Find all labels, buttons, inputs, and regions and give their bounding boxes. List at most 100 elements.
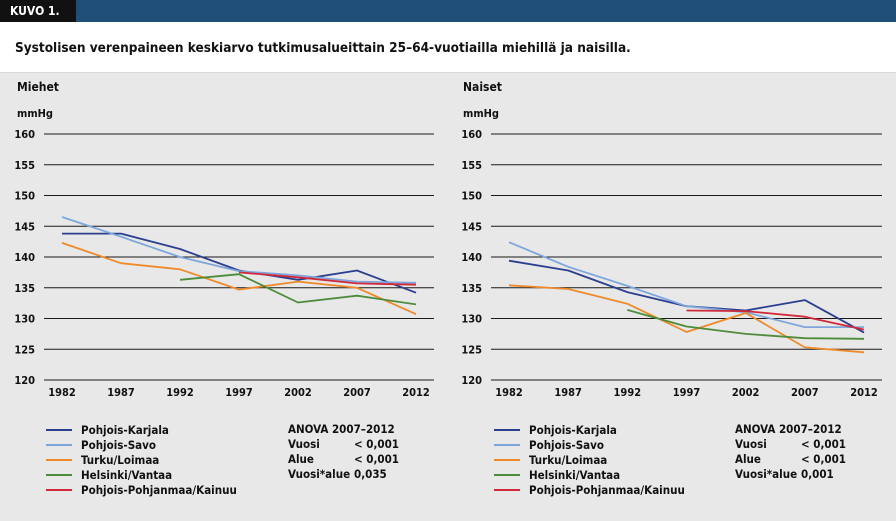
legend-label: Pohjois-Karjala [529, 422, 617, 437]
anova-value: < 0,001 [801, 452, 846, 466]
y-tick-label: 135 [14, 282, 35, 295]
anova-value: 0,001 [801, 467, 834, 481]
legend-miehet: Pohjois-Karjala Pohjois-Savo Turku/Loima… [46, 422, 237, 497]
y-tick-label: 120 [14, 374, 35, 387]
anova-row: Vuosi < 0,001 [735, 437, 846, 452]
legend-label: Helsinki/Vantaa [529, 467, 621, 482]
anova-row: Vuosi*alue 0,001 [735, 467, 846, 482]
legend-label: Turku/Loimaa [529, 452, 608, 467]
x-tick-label: 2007 [791, 386, 819, 399]
y-tick-label: 145 [461, 220, 482, 233]
series-line-pohjois-savo [61, 216, 417, 284]
series-line-helsinki-vantaa [627, 309, 865, 340]
legend-label: Helsinki/Vantaa [81, 467, 173, 482]
x-tick-label: 2002 [284, 386, 312, 399]
anova-table-miehet: ANOVA 2007–2012 Vuosi < 0,001 Alue < 0,001… [288, 422, 399, 482]
y-tick-label: 155 [461, 159, 482, 172]
chart-naiset: 120 125 130 135 140 145 150 155 160 1982 1987 1992 1… [461, 128, 882, 399]
series-line-pohjois-savo [508, 241, 864, 328]
legend-swatch [46, 458, 72, 461]
anova-value: < 0,001 [354, 437, 399, 451]
y-tick-label: 135 [461, 282, 482, 295]
anova-label: Vuosi*alue [288, 467, 351, 481]
y-tick-label: 125 [461, 343, 482, 356]
figure-tag: KUVO 1. [0, 0, 76, 22]
legend-swatch [46, 428, 72, 431]
y-tick-label: 130 [461, 313, 482, 326]
legend-item-helsinki-vantaa: Helsinki/Vantaa [46, 467, 237, 482]
legend-item-pohjois-karjala: Pohjois-Karjala [46, 422, 237, 437]
anova-value: < 0,001 [354, 452, 399, 466]
legend-swatch [494, 443, 520, 446]
anova-row: Vuosi < 0,001 [288, 437, 399, 452]
y-tick-label: 160 [461, 128, 482, 141]
legend-label: Turku/Loimaa [81, 452, 160, 467]
x-tick-label: 1987 [554, 386, 582, 399]
x-tick-label: 1992 [614, 386, 642, 399]
legend-item-pohjois-pohjanmaa-kainuu: Pohjois-Pohjanmaa/Kainuu [494, 482, 685, 497]
legend-swatch [46, 443, 72, 446]
legend-swatch [494, 473, 520, 476]
legend-item-pohjois-savo: Pohjois-Savo [494, 437, 685, 452]
x-tick-label: 2007 [343, 386, 371, 399]
anova-label: Vuosi [288, 437, 320, 451]
legend-item-pohjois-pohjanmaa-kainuu: Pohjois-Pohjanmaa/Kainuu [46, 482, 237, 497]
x-tick-label: 1982 [495, 386, 523, 399]
series-line-pohjois-pohjanmaa-kainuu [686, 309, 865, 331]
anova-label: Alue [288, 452, 314, 466]
series-line-turku-loimaa [508, 284, 865, 354]
legend-label: Pohjois-Pohjanmaa/Kainuu [529, 482, 685, 497]
anova-title: ANOVA 2007–2012 [735, 422, 842, 436]
y-tick-label: 140 [461, 251, 482, 264]
chart-miehet: 120 125 130 135 140 145 150 155 160 1982 1987 1992 1… [14, 128, 434, 399]
legend-label: Pohjois-Pohjanmaa/Kainuu [81, 482, 237, 497]
anova-label: Vuosi*alue [735, 467, 798, 481]
legend-item-pohjois-savo: Pohjois-Savo [46, 437, 237, 452]
legend-naiset: Pohjois-Karjala Pohjois-Savo Turku/Loima… [494, 422, 685, 497]
series-line-pohjois-pohjanmaa-kainuu [238, 271, 417, 286]
anova-row: Alue < 0,001 [288, 452, 399, 467]
legend-item-turku-loimaa: Turku/Loimaa [494, 452, 685, 467]
x-tick-label: 1997 [225, 386, 253, 399]
header-bar [0, 0, 896, 22]
y-tick-label: 145 [14, 220, 35, 233]
x-tick-label: 2002 [732, 386, 760, 399]
panel-title-naiset: Naiset [463, 80, 502, 94]
series-line-helsinki-vantaa [179, 273, 417, 306]
y-tick-label: 155 [14, 159, 35, 172]
legend-item-turku-loimaa: Turku/Loimaa [46, 452, 237, 467]
y-tick-label: 140 [14, 251, 35, 264]
legend-label: Pohjois-Savo [81, 437, 156, 452]
y-unit-miehet: mmHg [17, 107, 53, 120]
legend-label: Pohjois-Karjala [81, 422, 169, 437]
anova-table-naiset: ANOVA 2007–2012 Vuosi < 0,001 Alue < 0,001… [735, 422, 846, 482]
y-tick-label: 150 [14, 190, 35, 203]
legend-item-helsinki-vantaa: Helsinki/Vantaa [494, 467, 685, 482]
y-tick-label: 130 [14, 313, 35, 326]
y-tick-label: 125 [14, 343, 35, 356]
legend-swatch [494, 428, 520, 431]
anova-value: 0,035 [354, 467, 387, 481]
y-unit-naiset: mmHg [463, 107, 499, 120]
anova-value: < 0,001 [801, 437, 846, 451]
x-tick-label: 1982 [48, 386, 76, 399]
x-tick-label: 2012 [402, 386, 430, 399]
series-line-pohjois-karjala [508, 259, 865, 334]
title-band [0, 22, 896, 73]
legend-item-pohjois-karjala: Pohjois-Karjala [494, 422, 685, 437]
x-tick-label: 2012 [850, 386, 878, 399]
chart-area-background [0, 73, 896, 521]
anova-label: Alue [735, 452, 761, 466]
x-tick-label: 1997 [673, 386, 701, 399]
y-tick-label: 150 [461, 190, 482, 203]
y-tick-label: 120 [461, 374, 482, 387]
anova-row: Alue < 0,001 [735, 452, 846, 467]
legend-swatch [494, 458, 520, 461]
anova-label: Vuosi [735, 437, 767, 451]
legend-swatch [494, 488, 520, 491]
panel-title-miehet: Miehet [17, 80, 59, 94]
series-line-turku-loimaa [61, 242, 417, 316]
y-tick-label: 160 [14, 128, 35, 141]
x-tick-label: 1992 [166, 386, 194, 399]
legend-swatch [46, 488, 72, 491]
